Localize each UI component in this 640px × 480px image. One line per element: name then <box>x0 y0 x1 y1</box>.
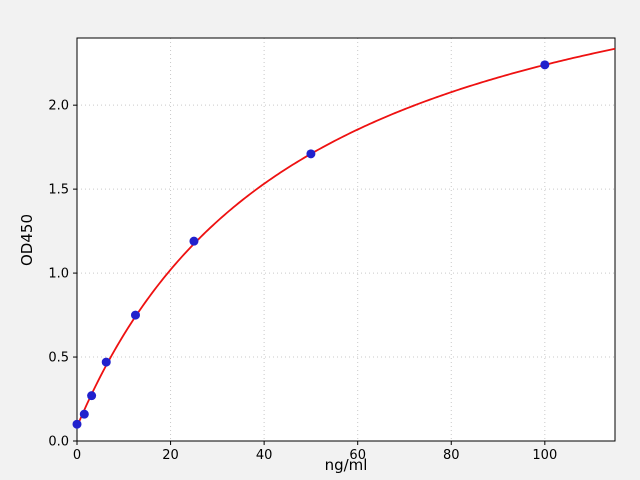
x-tick-label: 60 <box>349 448 366 463</box>
x-tick-label: 100 <box>532 448 557 463</box>
standard-point <box>306 149 316 159</box>
standard-point <box>540 60 550 70</box>
x-tick-label: 20 <box>162 448 179 463</box>
y-tick-label: 0.5 <box>48 351 69 366</box>
x-axis-label: ng/ml <box>324 456 368 474</box>
x-tick-label: 40 <box>256 448 273 463</box>
standard-point <box>189 236 199 246</box>
y-tick-label: 0.0 <box>48 435 69 450</box>
axes-spines <box>76 37 616 442</box>
standard-point <box>101 357 111 367</box>
y-tick-label: 1.0 <box>48 267 69 282</box>
plot-area <box>77 38 615 441</box>
x-tick-label: 80 <box>443 448 460 463</box>
standard-point <box>72 419 82 429</box>
y-axis-label: OD450 <box>18 214 36 266</box>
standard-point <box>79 409 89 419</box>
standard-point <box>87 391 97 401</box>
x-tick-label: 0 <box>73 448 81 463</box>
fit-curve-line <box>76 47 616 428</box>
y-tick-label: 1.5 <box>48 183 69 198</box>
standard-point <box>130 310 140 320</box>
y-tick-label: 2.0 <box>48 99 69 114</box>
